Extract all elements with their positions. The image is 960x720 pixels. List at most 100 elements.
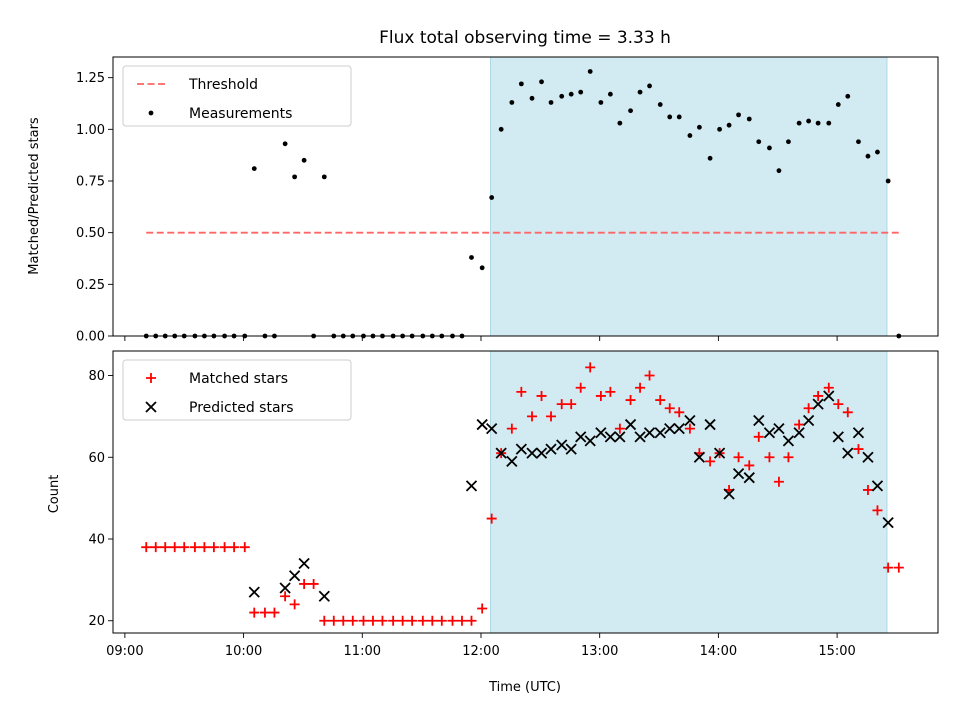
predicted-star-point	[882, 517, 894, 529]
measurement-point	[617, 120, 623, 126]
legend: Matched stars Predicted stars	[122, 359, 352, 421]
matched-star-point	[219, 542, 230, 553]
matched-star-point	[684, 423, 695, 434]
predicted-star-point	[634, 431, 646, 443]
y-tick-label: 0.75	[76, 175, 105, 190]
measurement-point	[479, 265, 485, 271]
measurement-point	[786, 139, 791, 145]
predicted-star-point	[575, 431, 587, 443]
legend-label: Threshold	[188, 77, 258, 93]
matched-star-point	[872, 505, 883, 516]
matched-star-point	[179, 542, 190, 553]
predicted-star-point	[842, 447, 854, 459]
legend: Threshold Measurements	[122, 65, 352, 127]
matched-star-point	[239, 542, 250, 553]
predicted-star-point	[624, 418, 637, 431]
matched-star-point	[744, 460, 755, 471]
legend-predicted-swatch	[145, 401, 157, 413]
predicted-star-point	[604, 431, 617, 443]
predicted-star-point	[743, 472, 755, 484]
matched-star-point	[546, 411, 557, 422]
matched-star-point	[189, 542, 200, 553]
x-tick-label: 15:00	[818, 644, 855, 659]
measurement-point	[707, 155, 713, 161]
legend-matched-swatch	[146, 373, 156, 383]
matched-star-point	[625, 395, 636, 406]
predicted-star-point	[852, 427, 865, 439]
y-tick-label: 0.25	[76, 278, 105, 293]
predicted-star-point	[664, 423, 676, 435]
predicted-star-point	[823, 390, 835, 402]
measurement-point	[657, 102, 663, 107]
predicted-star-point	[556, 439, 568, 451]
predicted-star-point	[802, 414, 815, 427]
predicted-star-point	[614, 431, 626, 443]
predicted-star-point	[723, 488, 735, 500]
matched-star-point	[862, 484, 873, 495]
matched-star-point	[556, 399, 567, 410]
measurement-point	[885, 178, 891, 184]
measurement-point	[756, 139, 762, 145]
matched-star-point	[733, 452, 744, 463]
matched-star-point	[575, 382, 586, 393]
x-tick-label: 11:00	[344, 644, 381, 659]
measurement-point	[598, 100, 604, 105]
matched-star-point	[289, 599, 300, 610]
y-tick-label: 80	[88, 369, 105, 384]
matched-star-point	[280, 591, 291, 602]
matched-star-point	[664, 403, 675, 414]
x-tick-label: 13:00	[581, 644, 618, 659]
predicted-star-point	[495, 447, 507, 459]
matched-star-point	[813, 390, 824, 401]
predicted-star-point	[298, 557, 310, 570]
legend-box	[122, 65, 352, 127]
matched-star-point	[486, 513, 497, 524]
matched-star-point	[358, 615, 369, 626]
predicted-star-point	[732, 467, 745, 480]
matched-star-point	[803, 403, 814, 414]
measurement-point	[835, 102, 841, 107]
x-tick-label: 12:00	[462, 644, 499, 659]
matched-star-point	[477, 603, 488, 614]
matched-star-point	[466, 615, 477, 626]
measurement-point	[559, 93, 565, 99]
measurement-point	[587, 69, 593, 74]
predicted-star-point	[526, 447, 538, 459]
matched-star-point	[377, 615, 388, 626]
matched-star-point	[823, 382, 834, 393]
matched-star-point	[536, 390, 547, 401]
predicted-star-point	[279, 582, 291, 594]
matched-star-point	[436, 615, 447, 626]
matched-star-point	[794, 419, 805, 430]
measurement-point	[282, 141, 288, 147]
predicted-star-point	[871, 480, 884, 492]
measurement-point	[767, 145, 772, 151]
matched-star-point	[229, 542, 240, 553]
matched-star-point	[585, 362, 596, 373]
matched-star-point	[150, 542, 161, 553]
matched-star-point	[427, 615, 438, 626]
legend-measurement-swatch	[148, 110, 154, 116]
x-axis-label: Time (UTC)	[488, 680, 561, 695]
predicted-star-point	[535, 447, 548, 459]
matched-star-point	[753, 431, 764, 442]
observing-span	[489, 56, 888, 337]
predicted-star-point	[506, 455, 518, 467]
y-tick-label: 1.25	[76, 71, 105, 86]
matched-star-point	[347, 615, 358, 626]
matched-star-point	[883, 562, 894, 573]
matched-star-point	[605, 386, 616, 397]
axes-frame	[112, 56, 939, 337]
top-panel: 0.00 0.25 0.50 0.75 1.00 1.25 Threshold Measure…	[76, 56, 939, 345]
matched-star-point	[417, 615, 428, 626]
matched-star-point	[299, 578, 310, 589]
measurement-point	[548, 100, 554, 105]
matched-star-point	[328, 615, 339, 626]
matched-star-point	[764, 452, 775, 463]
predicted-star-point	[465, 480, 478, 492]
measurement-point	[539, 79, 544, 85]
matched-star-point	[705, 456, 716, 467]
predicted-star-point	[812, 398, 824, 410]
matched-star-point	[308, 578, 319, 589]
legend-label: Matched stars	[189, 371, 288, 387]
